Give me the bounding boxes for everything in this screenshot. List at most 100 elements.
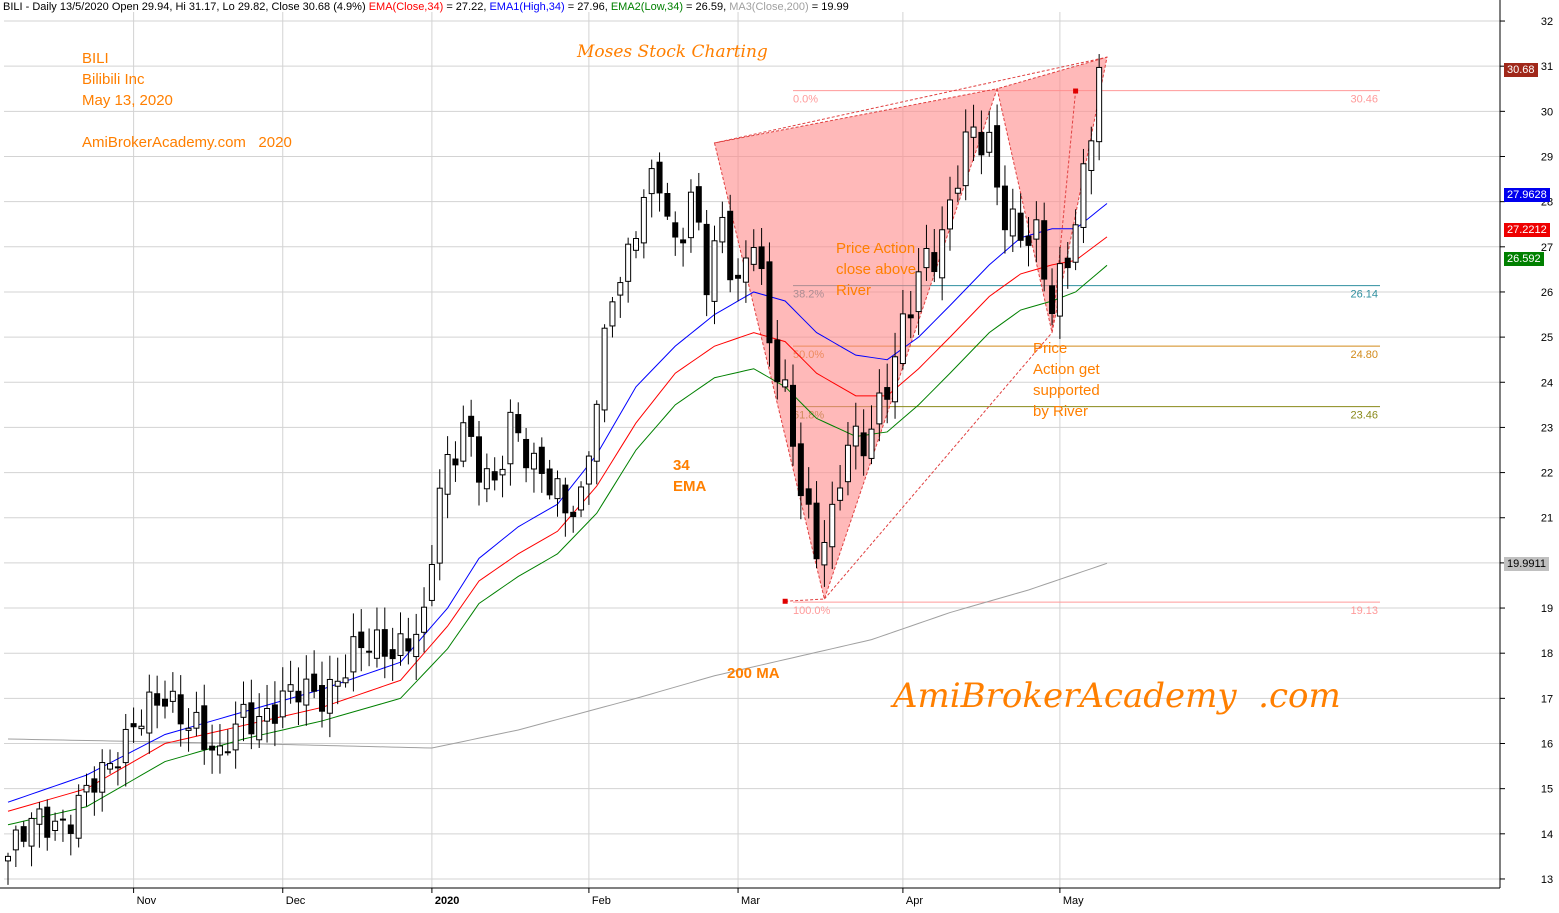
company-note: Bilibili Inc xyxy=(82,71,145,88)
candle-body xyxy=(122,728,129,764)
note-line: close above xyxy=(836,261,917,278)
candle-body xyxy=(389,649,396,660)
harmonic-pattern xyxy=(713,56,1108,604)
candle-body xyxy=(939,229,946,279)
candle-body xyxy=(899,313,906,365)
candle-body xyxy=(483,468,490,490)
candle-body xyxy=(326,678,333,714)
candle-body xyxy=(1064,257,1071,269)
ema-high-price-tag: 27.9628 xyxy=(1504,188,1550,202)
close-price-tag: 30.68 xyxy=(1504,63,1538,77)
y-tick-label: 16 xyxy=(1541,739,1553,751)
candle-body xyxy=(640,196,647,244)
fib-level-value: 23.46 xyxy=(1350,410,1378,422)
candle-body xyxy=(530,452,537,470)
candle-body xyxy=(83,784,90,793)
candle-body xyxy=(491,471,498,481)
candle-body xyxy=(609,301,616,327)
candle-body xyxy=(232,723,239,751)
ema-low-price-tag: 26.592 xyxy=(1504,252,1544,266)
ma200-label: MA3(Close,200) xyxy=(729,1,809,13)
candle-body xyxy=(648,168,655,195)
candle-body xyxy=(680,239,687,244)
candle-body xyxy=(177,694,184,725)
candle-body xyxy=(805,488,812,505)
candle-body xyxy=(224,751,231,754)
candle-body xyxy=(562,484,569,514)
y-tick-label: 15 xyxy=(1541,784,1553,796)
pattern-leg-projection xyxy=(1051,90,1077,333)
candle-body xyxy=(703,223,710,296)
ma200-price-tag: 19.9911 xyxy=(1504,557,1549,571)
ticker-note: BILI xyxy=(82,50,109,67)
candle-body xyxy=(185,727,192,731)
candle-body xyxy=(264,707,271,722)
candle-body xyxy=(216,745,223,756)
candle-body xyxy=(970,126,977,138)
candle-body xyxy=(758,246,765,270)
candle-body xyxy=(507,411,514,465)
candle-body xyxy=(515,414,522,434)
candle-body xyxy=(907,314,914,319)
candle-body xyxy=(962,131,969,187)
pattern-leg-xd xyxy=(714,56,1108,144)
y-tick-label: 31 xyxy=(1541,61,1553,73)
candle-body xyxy=(1033,219,1040,240)
candle-body xyxy=(413,633,420,658)
candle-body xyxy=(452,458,459,466)
candle-body xyxy=(240,703,247,718)
candle-body xyxy=(876,392,883,425)
candle-body xyxy=(672,222,679,238)
candle-body xyxy=(1025,235,1032,246)
chart-header: BILI - Daily 13/5/2020 Open 29.94, Hi 31… xyxy=(3,1,849,13)
candle-body xyxy=(813,502,820,560)
watermark-top: Moses Stock Charting xyxy=(577,42,768,62)
candle-body xyxy=(91,778,98,793)
pattern-marker xyxy=(782,598,788,604)
ema-close-price-tag: 27.2212 xyxy=(1504,223,1550,237)
candle-body xyxy=(468,415,475,437)
pattern-leg-origin xyxy=(785,598,825,602)
note-line: Price xyxy=(1033,340,1068,357)
candle-body xyxy=(295,690,302,703)
fib-level-value: 19.13 xyxy=(1350,605,1378,617)
candle-body xyxy=(138,725,145,730)
y-tick-label: 24 xyxy=(1541,377,1553,389)
fib-level-value: 26.14 xyxy=(1350,289,1378,301)
candle-body xyxy=(99,762,106,793)
candle-body xyxy=(1096,66,1103,143)
candle-body xyxy=(664,193,671,217)
candle-body xyxy=(52,820,59,832)
candle-body xyxy=(523,438,530,469)
candle-body xyxy=(342,677,349,684)
candle-body xyxy=(852,425,859,447)
candle-body xyxy=(742,257,749,283)
candle-body xyxy=(766,261,773,344)
candle-body xyxy=(1080,163,1087,228)
candle-body xyxy=(44,806,51,838)
date-note: May 13, 2020 xyxy=(82,92,173,109)
candle-body xyxy=(287,684,294,692)
candle-body xyxy=(978,131,985,156)
ma200-value: = 19.99 xyxy=(808,1,849,13)
candle-body xyxy=(107,763,114,770)
candle-body xyxy=(844,444,851,483)
y-tick-label: 23 xyxy=(1541,422,1553,434)
candle-body xyxy=(947,199,953,230)
note-line: supported xyxy=(1033,382,1100,399)
x-tick-label: Dec xyxy=(286,895,306,907)
candle-body xyxy=(169,690,176,702)
fib-level-pct: 0.0% xyxy=(793,94,818,106)
candle-body xyxy=(797,443,804,497)
candle-body xyxy=(193,711,200,729)
candle-body xyxy=(687,191,694,239)
candle-body xyxy=(75,794,82,839)
ema-high-label: EMA1(High,34) xyxy=(489,1,565,13)
note-line: Action get xyxy=(1033,361,1100,378)
note-line: 34 xyxy=(673,457,690,474)
candle-body xyxy=(735,274,742,279)
candle-body xyxy=(1041,220,1048,280)
y-tick-label: 32 xyxy=(1541,16,1553,28)
note-line: by River xyxy=(1033,403,1089,420)
y-tick-label: 13 xyxy=(1541,874,1553,886)
